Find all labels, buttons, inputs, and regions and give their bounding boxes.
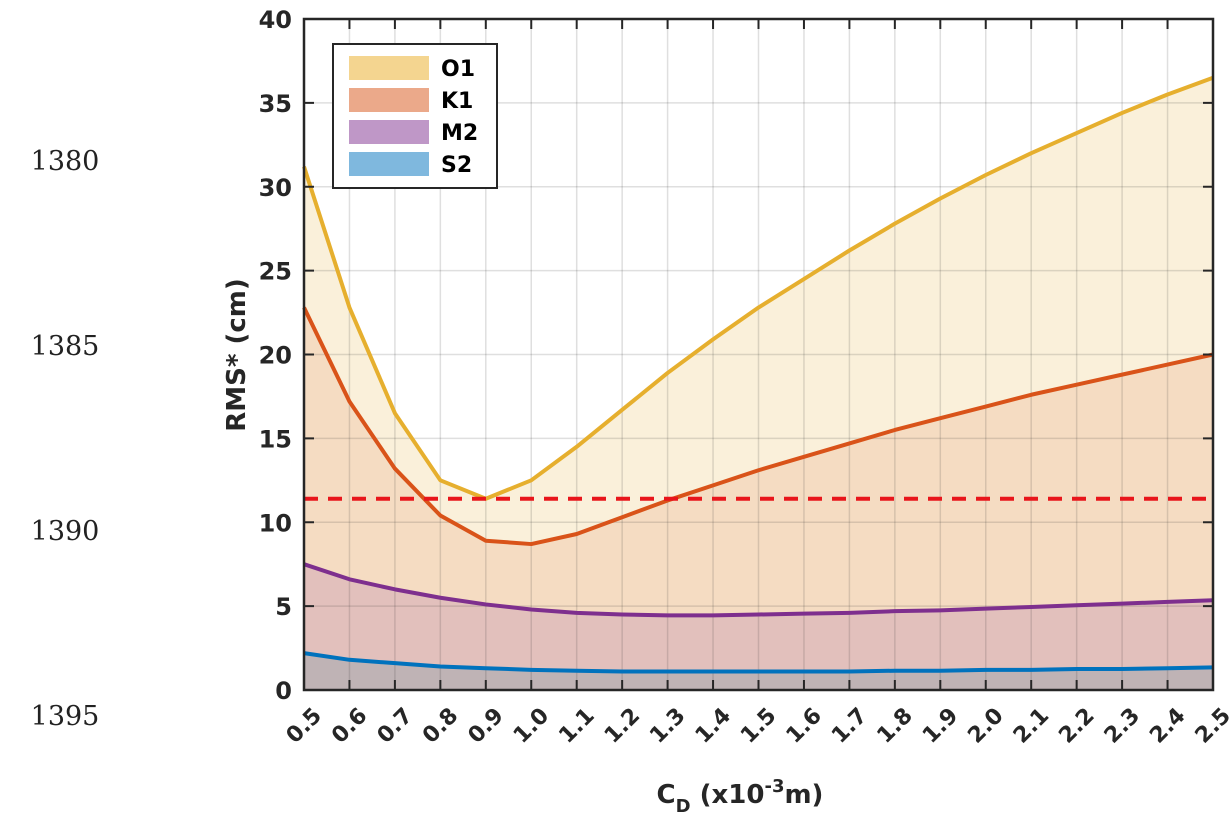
x-tick-label-14: 1.9 (918, 703, 963, 748)
x-tick-label-18: 2.3 (1100, 703, 1145, 748)
x-axis-label-rest: (x10 (691, 780, 765, 810)
x-tick-label-20: 2.5 (1191, 703, 1229, 748)
legend-label-m2: M2 (441, 121, 478, 146)
x-tick-label-19: 2.4 (1145, 703, 1190, 748)
x-tick-label-16: 2.1 (1009, 703, 1054, 748)
x-axis-label: CD (x10-3m) (657, 776, 824, 817)
x-tick-label-17: 2.2 (1054, 703, 1099, 748)
x-axis-label-main: C (657, 780, 676, 810)
x-tick-label-0: 0.5 (282, 703, 327, 748)
side-label-1385: 1385 (30, 331, 100, 362)
x-tick-label-3: 0.8 (418, 703, 463, 748)
y-tick-label-1: 5 (275, 593, 292, 621)
y-tick-labels: 0 5 10 15 20 25 30 35 40 (259, 6, 292, 705)
legend-swatch-m2 (349, 120, 429, 144)
x-axis-label-end: m) (784, 780, 823, 810)
area-k1 (304, 307, 1213, 690)
x-tick-label-15: 2.0 (963, 703, 1008, 748)
x-tick-label-13: 1.8 (873, 703, 918, 748)
x-axis-label-sup: -3 (764, 776, 784, 797)
y-tick-label-6: 30 (259, 174, 292, 202)
legend-swatch-o1 (349, 56, 429, 80)
x-tick-label-1: 0.6 (327, 703, 372, 748)
x-axis-label-sub: D (676, 796, 691, 817)
legend-swatch-s2 (349, 152, 429, 176)
y-axis-label: RMS* (cm) (222, 278, 252, 432)
y-tick-label-3: 15 (259, 425, 292, 453)
y-tick-label-8: 40 (259, 6, 292, 34)
x-tick-label-9: 1.4 (691, 703, 736, 748)
x-tick-label-4: 0.9 (464, 703, 509, 748)
side-label-1380: 1380 (30, 146, 100, 177)
area-m2 (304, 564, 1213, 690)
y-tick-label-4: 20 (259, 342, 292, 370)
x-tick-label-8: 1.3 (645, 703, 690, 748)
axes (302, 17, 1215, 692)
x-tick-label-7: 1.2 (600, 703, 645, 748)
x-tick-label-2: 0.7 (373, 703, 418, 748)
y-tick-label-7: 35 (259, 90, 292, 118)
y-tick-label-2: 10 (259, 509, 292, 537)
x-tick-label-11: 1.6 (782, 703, 827, 748)
x-tick-label-6: 1.1 (554, 703, 599, 748)
line-m2 (303, 562, 1214, 618)
legend-label-k1: K1 (441, 89, 473, 114)
x-tick-label-10: 1.5 (736, 703, 781, 748)
area-fills (304, 77, 1213, 690)
x-tick-labels: 0.5 0.6 0.7 0.8 0.9 1.0 1.1 1.2 1.3 1.4 1.5 1.6 1.7 1… (282, 703, 1229, 748)
legend-swatch-k1 (349, 88, 429, 112)
y-tick-label-5: 25 (259, 258, 292, 286)
series-lines (302, 75, 1214, 674)
line-s2 (303, 651, 1214, 674)
legend-label-s2: S2 (441, 153, 472, 178)
x-tick-label-5: 1.0 (509, 703, 554, 748)
x-tick-label-12: 1.7 (827, 703, 872, 748)
y-tick-label-0: 0 (275, 677, 292, 705)
legend-label-o1: O1 (441, 57, 475, 82)
side-label-1395: 1395 (30, 701, 100, 732)
line-o1 (302, 75, 1214, 501)
line-k1 (302, 306, 1214, 547)
side-label-1390: 1390 (30, 516, 100, 547)
legend: O1 K1 M2 S2 (332, 43, 498, 189)
